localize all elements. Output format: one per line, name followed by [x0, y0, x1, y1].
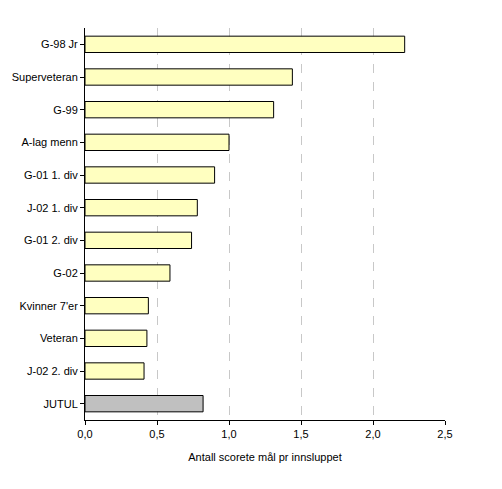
- svg-text:0,0: 0,0: [77, 428, 92, 440]
- svg-text:G-01 2. div: G-01 2. div: [24, 234, 78, 246]
- svg-text:2,0: 2,0: [365, 428, 380, 440]
- svg-text:1,5: 1,5: [293, 428, 308, 440]
- svg-text:Kvinner 7'er: Kvinner 7'er: [19, 300, 78, 312]
- svg-text:Veteran: Veteran: [40, 332, 78, 344]
- svg-text:1,0: 1,0: [221, 428, 236, 440]
- svg-text:G-02: G-02: [53, 267, 77, 279]
- svg-text:Antall scorete mål pr innslupp: Antall scorete mål pr innsluppet: [188, 451, 341, 463]
- svg-text:G-01 1. div: G-01 1. div: [24, 169, 78, 181]
- svg-text:A-lag menn: A-lag menn: [22, 136, 78, 148]
- svg-text:J-02 1. div: J-02 1. div: [27, 202, 78, 214]
- svg-text:0,5: 0,5: [149, 428, 164, 440]
- svg-text:Superveteran: Superveteran: [12, 71, 78, 83]
- svg-text:G-98 Jr: G-98 Jr: [41, 38, 78, 50]
- svg-text:J-02 2. div: J-02 2. div: [27, 365, 78, 377]
- svg-text:2,5: 2,5: [437, 428, 452, 440]
- svg-text:G-99: G-99: [53, 104, 77, 116]
- svg-text:JUTUL: JUTUL: [44, 398, 78, 410]
